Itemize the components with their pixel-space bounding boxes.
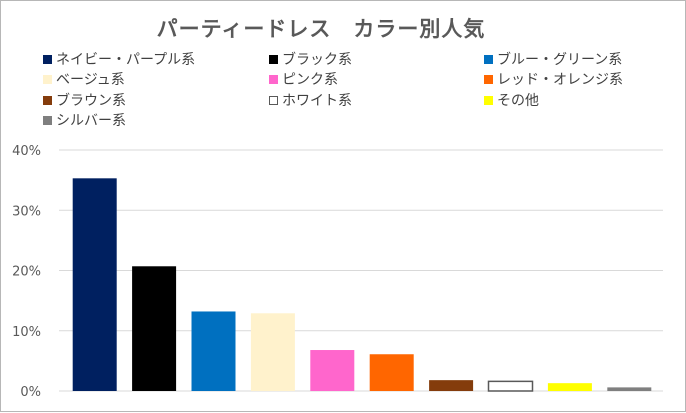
y-tick-label: 10% <box>12 325 41 340</box>
legend-label: シルバー系 <box>56 113 126 129</box>
legend-item: ブラック系 <box>269 50 352 68</box>
y-tick-label: 20% <box>12 265 41 280</box>
legend-swatch <box>269 74 278 84</box>
legend-label: ネイビー・パープル系 <box>56 52 196 68</box>
legend-label: ブラック系 <box>282 52 352 68</box>
bar <box>487 380 534 392</box>
bar <box>310 350 355 391</box>
legend-label: レッド・オレンジ系 <box>497 72 623 88</box>
legend-swatch <box>484 95 493 105</box>
bar <box>369 354 414 391</box>
legend-swatch <box>43 95 52 105</box>
legend-label: ブルー・グリーン系 <box>497 52 623 68</box>
legend-label: その他 <box>497 93 539 109</box>
legend-item: ピンク系 <box>269 70 338 88</box>
legend-item: レッド・オレンジ系 <box>484 70 623 88</box>
legend-item: ブルー・グリーン系 <box>484 50 622 68</box>
legend-item: ベージュ系 <box>43 70 125 88</box>
legend-item: シルバー系 <box>43 111 126 129</box>
legend-label: ホワイト系 <box>282 93 352 109</box>
legend-item: ホワイト系 <box>269 91 352 109</box>
legend-item: ネイビー・パープル系 <box>43 50 195 68</box>
legend-item: ブラウン系 <box>43 91 126 109</box>
legend-swatch <box>269 95 278 105</box>
legend-label: ベージュ系 <box>56 72 125 88</box>
y-tick-label: 0% <box>20 385 41 400</box>
y-tick-label: 30% <box>12 204 41 219</box>
bar <box>132 266 177 391</box>
legend-swatch <box>43 115 52 125</box>
legend-swatch <box>269 54 278 64</box>
legend-swatch <box>43 54 52 64</box>
legend-label: ピンク系 <box>282 72 338 88</box>
bar <box>607 387 652 391</box>
legend-swatch <box>484 74 493 84</box>
bar <box>250 313 295 391</box>
legend-item: その他 <box>484 91 539 109</box>
bar <box>429 380 474 391</box>
bar <box>72 178 117 391</box>
chart-legend: ネイビー・パープル系 ブラック系 ブルー・グリーン系ベージュ系 ピンク系 レッド・オレン… <box>1 1 686 141</box>
legend-label: ブラウン系 <box>56 93 126 109</box>
bar <box>191 311 236 391</box>
bar <box>547 383 592 391</box>
chart-title: パーティードレス カラー別人気 <box>156 17 486 41</box>
y-tick-label: 40% <box>12 144 41 159</box>
legend-swatch <box>43 74 52 84</box>
legend-swatch <box>484 54 493 64</box>
